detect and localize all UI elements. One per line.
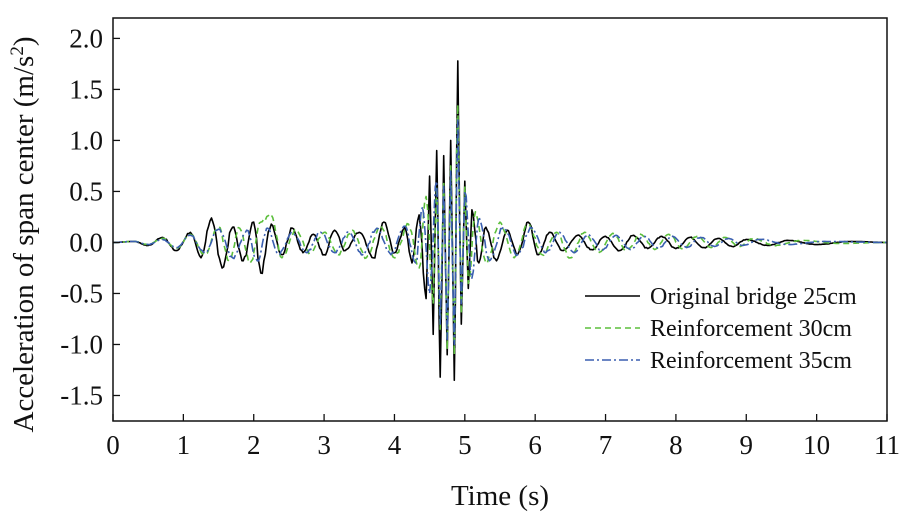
x-tick-label: 4 [388,430,402,460]
x-tick-label: 11 [874,430,900,460]
y-tick-label: -1.5 [60,380,103,410]
x-tick-label: 9 [740,430,754,460]
tick-layer: 0 1 2 3 4 5 6 7 8 9 10 11 2.0 1.5 1.0 0.5 0.0 -0.5 -1.0 -1.… [60,23,900,460]
y-tick-label: 2.0 [69,23,103,53]
y-axis-title: Acceleration of span center (m/s2) [7,36,40,432]
y-tick-label: 0.5 [69,176,103,206]
x-tick-label: 10 [803,430,830,460]
y-tick-label: -0.5 [60,278,103,308]
legend-label-reinforcement-35: Reinforcement 35cm [650,348,852,374]
series-line [112,60,887,381]
y-tick-label: 0.0 [69,227,103,257]
legend-label-reinforcement-30: Reinforcement 30cm [650,316,852,342]
x-tick-label: 0 [106,430,120,460]
series-layer [112,60,888,381]
x-tick-label: 2 [247,430,261,460]
y-tick-label: 1.0 [69,125,103,155]
y-axis-title-main: Acceleration of span center (m/s [8,56,40,433]
x-axis-title: Time (s) [451,480,549,512]
legend: Original bridge 25cm Reinforcement 30cm … [585,284,857,374]
x-tick-label: 3 [317,430,331,460]
plot-frame [112,17,888,422]
legend-label-original-bridge: Original bridge 25cm [650,284,857,310]
x-tick-label: 5 [458,430,472,460]
y-tick-label: -1.0 [60,329,103,359]
y-axis-title-close: ) [8,36,40,46]
y-axis-title-superscript: 2 [7,46,28,56]
x-tick-label: 8 [669,430,683,460]
y-tick-label: 1.5 [69,74,103,104]
x-tick-label: 6 [528,430,542,460]
x-tick-label: 1 [177,430,191,460]
series-line [113,119,888,346]
x-tick-label: 7 [599,430,613,460]
